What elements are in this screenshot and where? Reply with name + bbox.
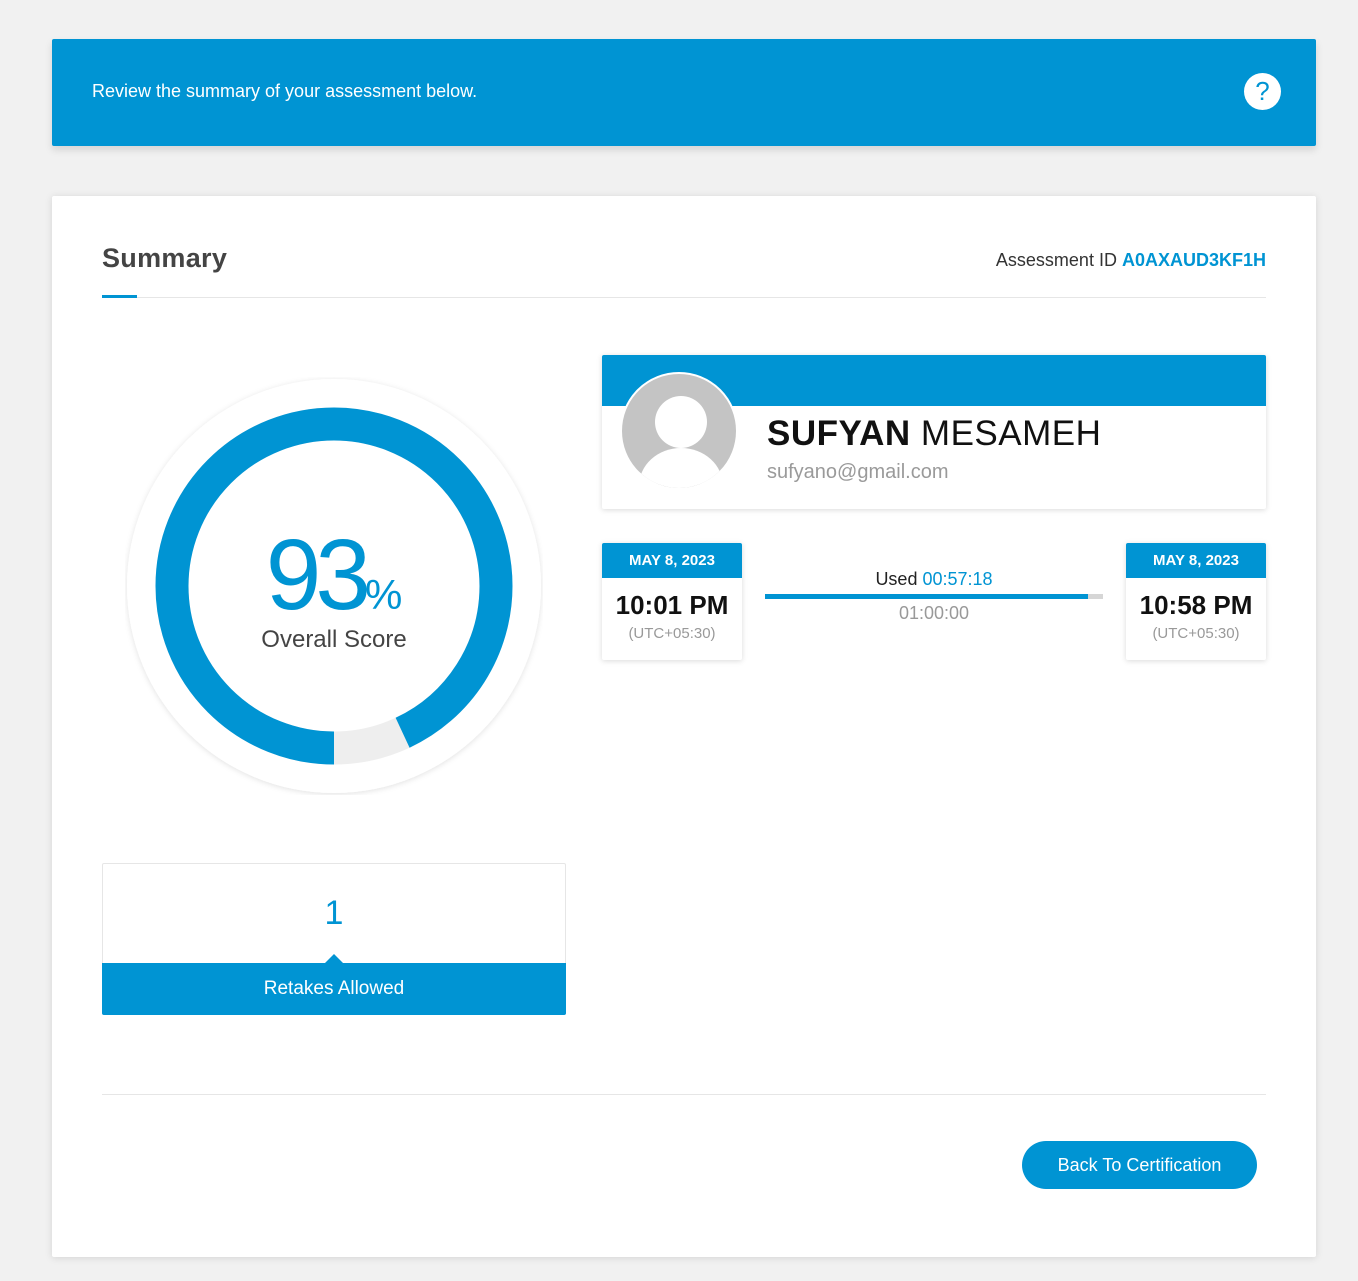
score-gauge: 93% Overall Score [125,377,543,795]
summary-card: Summary Assessment ID A0AXAUD3KF1H 93% O… [52,196,1316,1257]
time-progress-bar [765,594,1103,599]
title-underline [102,295,137,298]
assessment-id: Assessment ID A0AXAUD3KF1H [996,250,1266,271]
page-title: Summary [102,243,228,273]
candidate-name: SUFYAN MESAMEH [767,414,1101,454]
start-date: MAY 8, 2023 [602,543,742,578]
retakes-bar: Retakes Allowed [102,954,566,1015]
retakes-count: 1 [324,894,344,932]
end-timezone: (UTC+05:30) [1152,625,1240,642]
time-used-label: Used [875,569,918,589]
score-value: 93% [125,525,543,625]
candidate-email: sufyano@gmail.com [767,461,949,483]
score-label: Overall Score [261,626,407,653]
score-gauge-svg [127,379,541,793]
title-divider [102,297,1266,298]
end-date: MAY 8, 2023 [1126,543,1266,578]
candidate-last-name: MESAMEH [920,414,1102,453]
banner-text: Review the summary of your assessment be… [92,81,478,101]
candidate-first-name: SUFYAN [767,414,911,453]
footer-divider [102,1094,1266,1095]
time-used: Used 00:57:18 [765,569,1103,590]
end-time-card: MAY 8, 2023 10:58 PM (UTC+05:30) [1126,543,1266,660]
profile-card: SUFYAN MESAMEH sufyano@gmail.com [602,355,1266,509]
time-used-value: 00:57:18 [922,569,993,589]
score-percent-sign: % [364,571,403,618]
time-progress-fill [765,594,1088,599]
start-time-card: MAY 8, 2023 10:01 PM (UTC+05:30) [602,543,742,660]
retakes-card: 1 Retakes Allowed [102,863,566,1015]
end-time: 10:58 PM [1139,590,1253,620]
start-timezone: (UTC+05:30) [628,625,716,642]
gauge-fill [155,407,513,765]
user-silhouette-icon [639,396,723,488]
back-to-certification-button[interactable]: Back To Certification [1022,1141,1257,1189]
assessment-id-label: Assessment ID [995,250,1117,270]
time-total: 01:00:00 [898,603,970,623]
help-icon[interactable]: ? [1244,73,1281,110]
start-time: 10:01 PM [615,590,729,620]
score-number: 93 [265,519,371,631]
retakes-label: Retakes Allowed [263,978,405,999]
assessment-id-value: A0AXAUD3KF1H [1121,250,1266,270]
info-banner: Review the summary of your assessment be… [52,39,1316,146]
avatar [620,372,738,490]
